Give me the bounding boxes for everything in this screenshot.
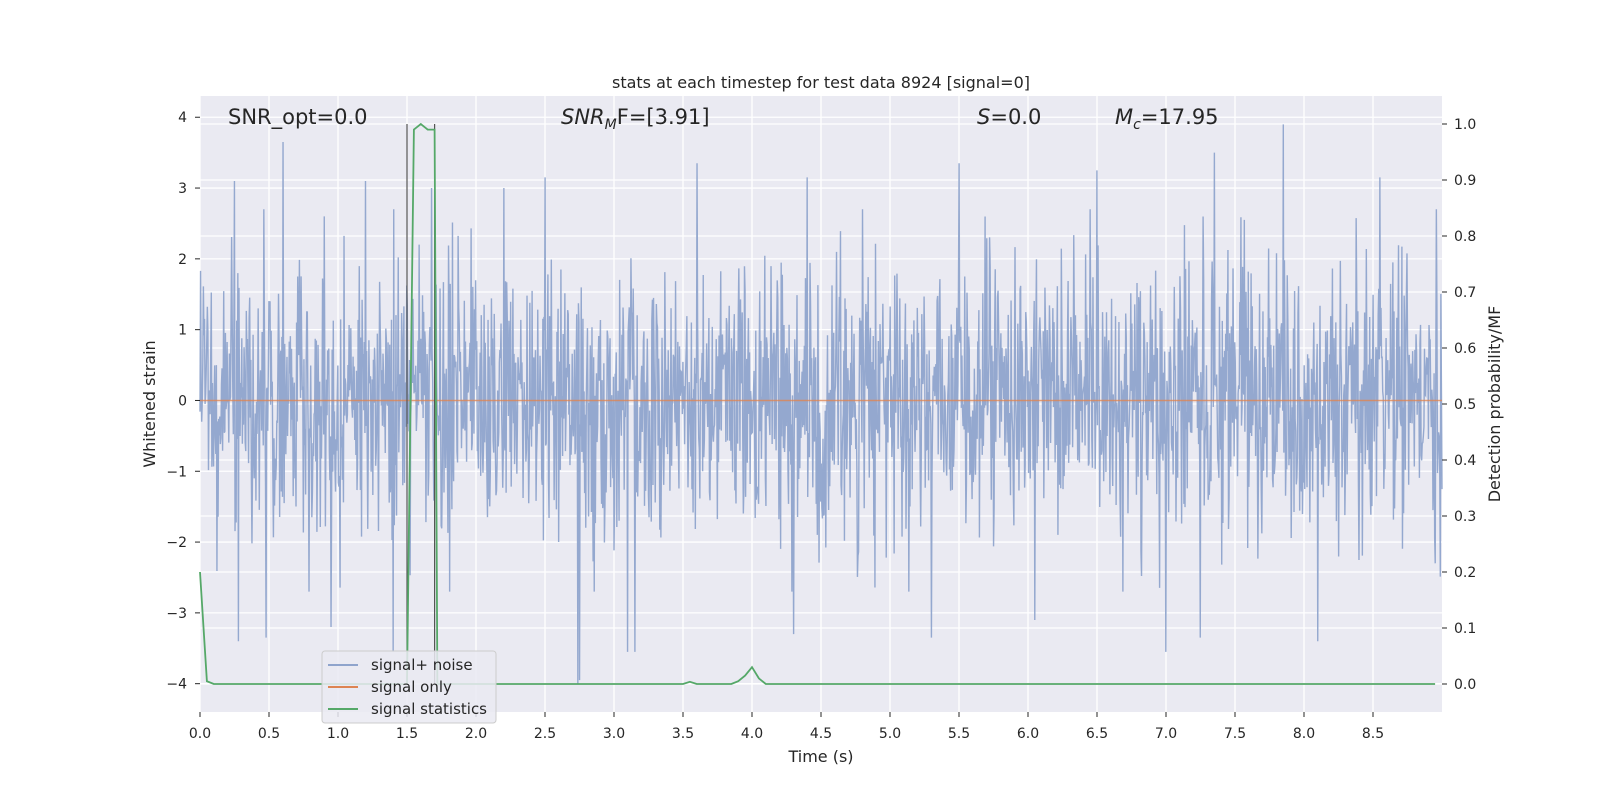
x-tick-label: 4.0 bbox=[741, 726, 763, 742]
y-tick-label: −4 bbox=[166, 677, 187, 693]
y2-tick-label: 0.3 bbox=[1454, 509, 1476, 525]
chart-title: stats at each timestep for test data 892… bbox=[612, 73, 1030, 92]
y2-tick-label: 0.0 bbox=[1454, 677, 1476, 693]
x-tick-label: 6.0 bbox=[1017, 726, 1039, 742]
annotation-text: SNR_opt=0.0 bbox=[228, 105, 368, 130]
y2-tick-label: 0.4 bbox=[1454, 453, 1476, 469]
x-tick-label: 2.5 bbox=[534, 726, 556, 742]
y2-tick-label: 0.2 bbox=[1454, 565, 1476, 581]
x-tick-label: 0.5 bbox=[258, 726, 280, 742]
x-tick-label: 8.5 bbox=[1362, 726, 1384, 742]
y-tick-label: 2 bbox=[178, 252, 187, 268]
y2-tick-label: 0.8 bbox=[1454, 229, 1476, 245]
y-axis-label: Whitened strain bbox=[140, 340, 159, 467]
y-tick-label: −3 bbox=[166, 606, 187, 622]
y2-tick-label: 1.0 bbox=[1454, 117, 1476, 133]
annotation-text: SNRMF=[3.91] bbox=[561, 105, 710, 133]
x-axis-label: Time (s) bbox=[787, 747, 853, 766]
legend-entry: signal statistics bbox=[371, 700, 487, 718]
grid-layer bbox=[199, 96, 1442, 712]
y2-tick-label: 0.6 bbox=[1454, 341, 1476, 357]
y-tick-label: 1 bbox=[178, 323, 187, 339]
x-tick-label: 0.0 bbox=[189, 726, 211, 742]
y2-axis-label: Detection probability/MF bbox=[1485, 306, 1504, 503]
x-tick-label: 8.0 bbox=[1293, 726, 1315, 742]
x-tick-label: 6.5 bbox=[1086, 726, 1108, 742]
legend-entry: signal only bbox=[371, 678, 452, 696]
x-tick-label: 3.0 bbox=[603, 726, 625, 742]
x-tick-label: 5.0 bbox=[879, 726, 901, 742]
annotation-text: Mc=17.95 bbox=[1115, 105, 1219, 133]
x-tick-label: 3.5 bbox=[672, 726, 694, 742]
x-tick-label: 2.0 bbox=[465, 726, 487, 742]
legend-entry: signal+ noise bbox=[371, 656, 473, 674]
axis-layer: 0.0 0.5 1.0 1.5 2.0 2.5 3.0 3.5 4.0 4.5 5.0 5.5 6.0 6… bbox=[166, 110, 1476, 742]
y2-tick-label: 0.7 bbox=[1454, 285, 1476, 301]
y-tick-label: −1 bbox=[166, 464, 187, 480]
x-tick-label: 5.5 bbox=[948, 726, 970, 742]
y-tick-label: −2 bbox=[166, 535, 187, 551]
y-tick-label: 0 bbox=[178, 393, 187, 409]
y2-tick-label: 0.9 bbox=[1454, 173, 1476, 189]
y-tick-label: 4 bbox=[178, 110, 187, 126]
x-tick-label: 1.5 bbox=[396, 726, 418, 742]
annotation-text: S=0.0 bbox=[977, 105, 1041, 129]
y2-tick-label: 0.5 bbox=[1454, 397, 1476, 413]
x-tick-label: 7.0 bbox=[1155, 726, 1177, 742]
annotation-layer: SNR_opt=0.0 SNRMF=[3.91] S=0.0 Mc=17.95 bbox=[228, 105, 1219, 133]
x-tick-label: 4.5 bbox=[810, 726, 832, 742]
y-tick-label: 3 bbox=[178, 181, 187, 197]
x-tick-label: 1.0 bbox=[327, 726, 349, 742]
y2-tick-label: 0.1 bbox=[1454, 621, 1476, 637]
x-tick-label: 7.5 bbox=[1224, 726, 1246, 742]
legend-box bbox=[321, 650, 497, 724]
legend: signal+ noise signal only signal statistic… bbox=[321, 650, 497, 724]
